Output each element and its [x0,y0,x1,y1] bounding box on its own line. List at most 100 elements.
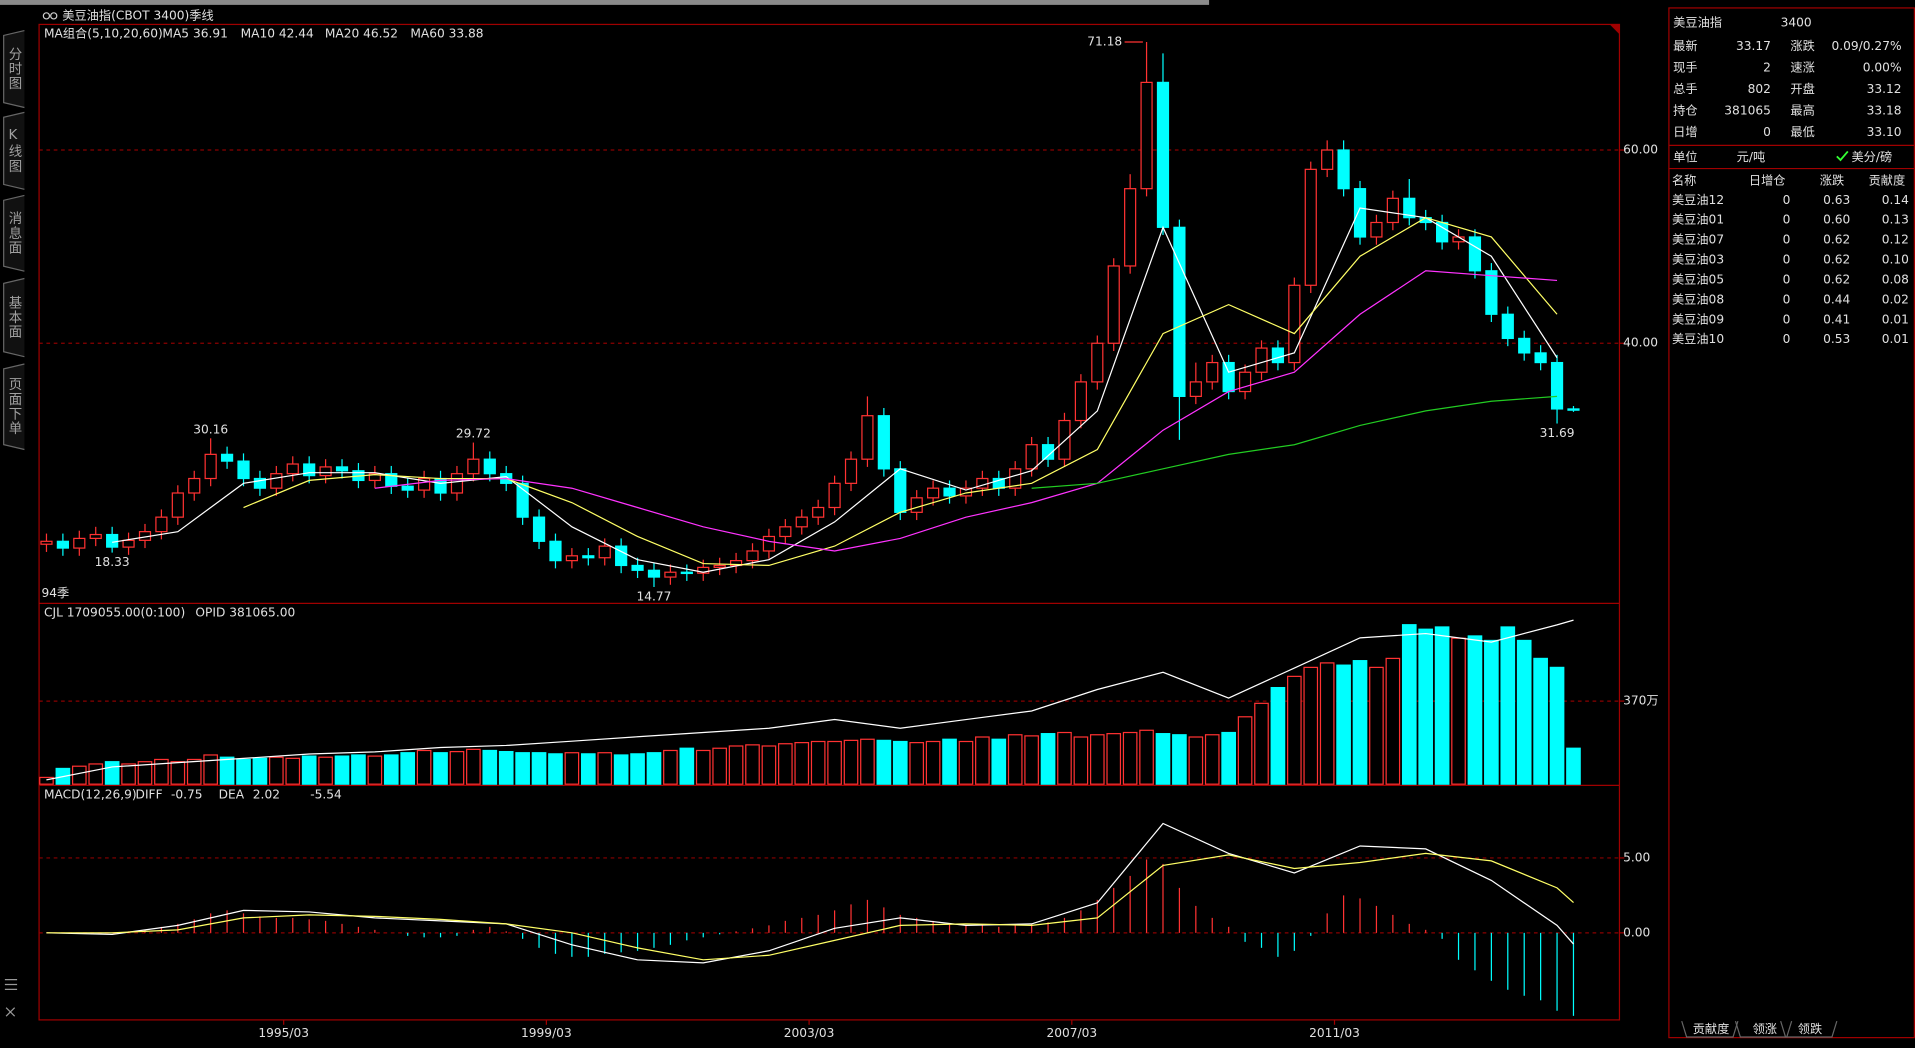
volume-bar [433,752,448,785]
unit-option[interactable]: 美分/磅 [1851,149,1892,164]
legend-entry: MA5 36.91 [162,27,227,41]
candle-body [1304,168,1317,286]
bottom-tab-frame[interactable] [1681,1020,1739,1038]
table-cell: 0 [1783,272,1791,286]
candle-body [910,497,923,513]
volume-bar [1451,637,1466,785]
quote-value: 802 [1748,82,1771,96]
bottom-tab[interactable]: 贡献度 [1693,1021,1730,1036]
candle-body [1107,265,1120,344]
table-cell: 0.53 [1823,332,1850,346]
volume-bar [531,752,547,785]
candle-body [1222,361,1235,393]
candle-body [844,458,858,484]
volume-bar [1007,734,1023,785]
title-bar: 美豆油指(CBOT 3400)季线 [42,7,214,22]
candle-body [680,571,693,575]
x-tick-label: 2003/03 [784,1026,835,1040]
volume-bar [334,755,350,785]
table-cell[interactable]: 美豆油03 [1672,253,1724,267]
sidebar-tab-frame[interactable] [3,277,25,358]
volume-bar [515,752,530,785]
candle-body [1485,270,1498,315]
quote-value: 33.17 [1736,39,1771,53]
candle-body [1353,188,1367,238]
candle-body [1337,149,1350,190]
table-cell: 0 [1783,193,1791,207]
volume-bar [154,758,169,785]
volume-bar [1122,731,1138,785]
candle-body [253,477,267,489]
table-cell[interactable]: 美豆油01 [1672,213,1724,227]
table-cell[interactable]: 美豆油05 [1672,272,1724,286]
table-cell[interactable]: 美豆油09 [1672,312,1724,326]
candle-body [106,533,119,548]
candle-body [894,468,907,513]
volume-bar [1024,735,1039,785]
volume-bar [548,753,563,785]
sidebar-tab-frame[interactable] [3,363,25,451]
menu-icon[interactable] [4,978,18,990]
y-tick-label: 370万 [1623,694,1658,708]
sidebar-tab[interactable]: K线图 [5,128,22,174]
table-cell: 0 [1783,213,1791,227]
quote-label: 日增 [1673,124,1697,139]
volume-bar [1254,702,1269,785]
candle-body [1567,408,1580,411]
close-icon[interactable] [5,1007,16,1017]
candle-body [319,466,332,477]
sidebar-tab-frame[interactable] [3,29,25,109]
sidebar-tab[interactable]: 分时图 [5,47,22,91]
indicator-title: MACD(12,26,9) [44,788,137,802]
volume-bar [1566,747,1581,785]
table-cell: 0.62 [1823,272,1850,286]
candle-body [418,477,431,491]
candle-body [1550,361,1564,410]
volume-bar [564,752,580,785]
candle-body [1189,381,1202,397]
volume-bar [170,761,186,785]
volume-bar [1401,624,1417,785]
volume-bar [383,754,399,785]
bottom-tab-frame[interactable] [1734,1020,1793,1038]
volume-bar [186,758,202,785]
unit-value[interactable]: 元/吨 [1737,150,1766,164]
sidebar-tab-frame[interactable] [3,111,25,190]
table-cell[interactable]: 美豆油07 [1672,233,1724,247]
volume-bar [88,763,104,785]
candle-body [615,545,628,567]
bottom-tab[interactable]: 领涨 [1753,1021,1777,1036]
volume-bar [1287,675,1302,785]
legend-value: -0.75 [171,788,203,802]
table-cell[interactable]: 美豆油08 [1672,292,1724,306]
legend-entry: MA10 42.44 [241,27,314,41]
legend-entry: MA20 46.52 [325,27,398,41]
candle-body [762,535,776,552]
sidebar-tab[interactable]: 页面下单 [5,377,22,436]
quote-value: 0 [1763,125,1771,139]
table-cell[interactable]: 美豆油12 [1672,193,1724,207]
x-tick-label: 2007/03 [1046,1026,1097,1040]
table-cell[interactable]: 美豆油10 [1672,332,1724,346]
candle-body [483,458,496,475]
quote-label: 总手 [1673,82,1697,96]
table-header: 日增仓 [1749,172,1786,187]
volume-bar [646,752,662,785]
legend-entry: DEA [219,788,245,802]
legend-entry: MA60 33.88 [410,27,483,41]
sidebar-tab[interactable]: 基本面 [5,294,22,339]
sidebar-tab-frame[interactable] [3,194,25,272]
bottom-tab[interactable]: 领跌 [1798,1021,1822,1036]
candle-body [1156,81,1170,228]
volume-bar [39,776,54,785]
table-cell: 0.01 [1882,332,1909,346]
quote-label: 速涨 [1790,59,1814,74]
volume-bar [580,753,596,785]
sidebar-tab[interactable]: 消息面 [5,211,22,255]
bottom-tab-frame[interactable] [1780,1020,1838,1038]
candle-body [467,458,480,475]
candle-body [779,526,792,538]
volume-bar [958,740,974,785]
volume-bar [827,740,842,785]
